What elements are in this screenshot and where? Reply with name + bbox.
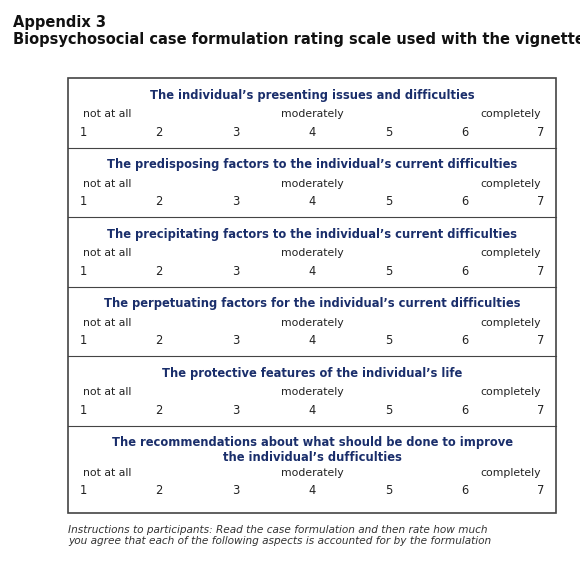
Text: 4: 4	[309, 404, 316, 417]
Text: 7: 7	[538, 334, 545, 347]
Text: completely: completely	[481, 179, 541, 188]
Text: Appendix 3: Appendix 3	[13, 14, 106, 30]
Text: 1: 1	[79, 484, 86, 496]
Text: moderately: moderately	[281, 179, 343, 188]
Text: completely: completely	[481, 317, 541, 328]
Text: 4: 4	[309, 126, 316, 139]
Text: 3: 3	[232, 195, 240, 208]
Text: 4: 4	[309, 195, 316, 208]
Text: 3: 3	[232, 404, 240, 417]
Text: completely: completely	[481, 467, 541, 477]
Text: The precipitating factors to the individual’s current difficulties: The precipitating factors to the individ…	[107, 228, 517, 241]
Text: 5: 5	[385, 265, 392, 278]
Text: 4: 4	[309, 334, 316, 347]
Text: 7: 7	[538, 404, 545, 417]
Text: not at all: not at all	[83, 248, 131, 258]
Text: moderately: moderately	[281, 467, 343, 477]
Text: 5: 5	[385, 334, 392, 347]
Text: 5: 5	[385, 195, 392, 208]
Text: 6: 6	[461, 484, 469, 496]
Text: The protective features of the individual’s life: The protective features of the individua…	[162, 367, 462, 380]
Text: 1: 1	[79, 265, 86, 278]
Text: 3: 3	[232, 484, 240, 496]
Text: moderately: moderately	[281, 109, 343, 119]
Text: 7: 7	[538, 195, 545, 208]
Text: 2: 2	[155, 404, 163, 417]
Text: The recommendations about what should be done to improve
the individual’s duffic: The recommendations about what should be…	[111, 436, 513, 464]
Text: moderately: moderately	[281, 317, 343, 328]
Text: The predisposing factors to the individual’s current difficulties: The predisposing factors to the individu…	[107, 158, 517, 171]
Text: not at all: not at all	[83, 109, 131, 119]
Text: 6: 6	[461, 126, 469, 139]
Text: 1: 1	[79, 195, 86, 208]
Text: 7: 7	[538, 126, 545, 139]
Text: 1: 1	[79, 126, 86, 139]
Text: 3: 3	[232, 265, 240, 278]
Text: 1: 1	[79, 404, 86, 417]
Text: Biopsychosocial case formulation rating scale used with the vignette: Biopsychosocial case formulation rating …	[13, 32, 580, 47]
Text: completely: completely	[481, 109, 541, 119]
Text: moderately: moderately	[281, 387, 343, 397]
Text: 5: 5	[385, 126, 392, 139]
Text: 3: 3	[232, 126, 240, 139]
Text: 2: 2	[155, 334, 163, 347]
Text: not at all: not at all	[83, 317, 131, 328]
Text: 5: 5	[385, 404, 392, 417]
Text: completely: completely	[481, 387, 541, 397]
Text: not at all: not at all	[83, 179, 131, 188]
Text: moderately: moderately	[281, 248, 343, 258]
Text: 5: 5	[385, 484, 392, 496]
Text: 7: 7	[538, 484, 545, 496]
Text: not at all: not at all	[83, 387, 131, 397]
Text: 2: 2	[155, 126, 163, 139]
Text: 6: 6	[461, 265, 469, 278]
Text: Instructions to participants: Read the case formulation and then rate how much
y: Instructions to participants: Read the c…	[68, 525, 492, 546]
Text: 2: 2	[155, 484, 163, 496]
Text: The individual’s presenting issues and difficulties: The individual’s presenting issues and d…	[150, 89, 474, 101]
Text: 3: 3	[232, 334, 240, 347]
Text: 6: 6	[461, 334, 469, 347]
Text: The perpetuating factors for the individual’s current difficulties: The perpetuating factors for the individ…	[104, 297, 520, 310]
Text: 2: 2	[155, 195, 163, 208]
Text: 4: 4	[309, 265, 316, 278]
Text: 6: 6	[461, 195, 469, 208]
Text: 7: 7	[538, 265, 545, 278]
Text: completely: completely	[481, 248, 541, 258]
Text: 1: 1	[79, 334, 86, 347]
Text: 2: 2	[155, 265, 163, 278]
Text: 6: 6	[461, 404, 469, 417]
Text: 4: 4	[309, 484, 316, 496]
Text: not at all: not at all	[83, 467, 131, 477]
Bar	[68, 78, 556, 513]
